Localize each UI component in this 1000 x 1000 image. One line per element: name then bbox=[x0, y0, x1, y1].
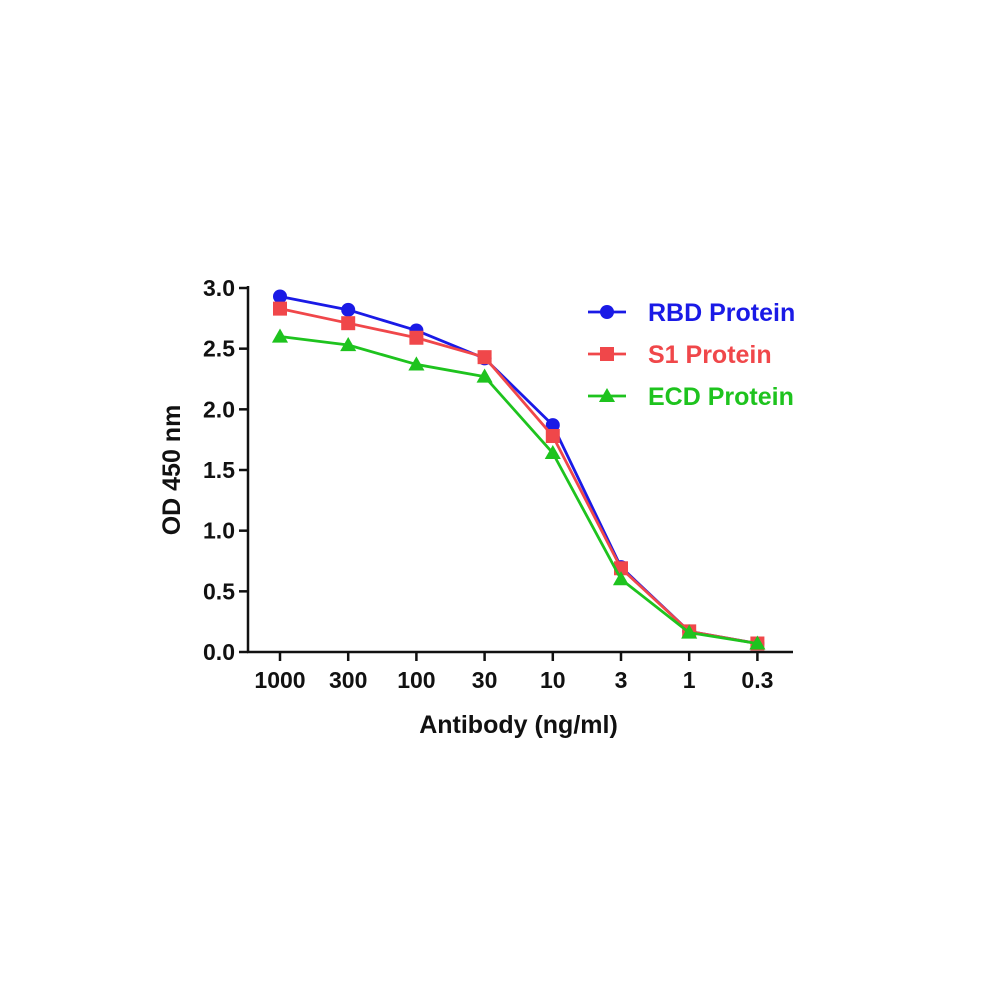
y-axis-title: OD 450 nm bbox=[158, 405, 186, 536]
x-tick-label: 0.3 bbox=[741, 667, 773, 693]
legend-marker bbox=[600, 347, 614, 361]
data-point bbox=[545, 429, 560, 444]
y-tick-label: 2.5 bbox=[203, 336, 235, 362]
legend: RBD Protein S1 Protein ECD Protein bbox=[588, 299, 795, 411]
data-point bbox=[341, 316, 356, 331]
legend-label: S1 Protein bbox=[648, 341, 772, 369]
legend-item: RBD Protein bbox=[588, 299, 795, 327]
series-ecd-protein bbox=[271, 328, 766, 650]
data-point bbox=[681, 624, 698, 639]
data-point bbox=[544, 444, 561, 460]
y-tick-label: 1.5 bbox=[203, 457, 235, 483]
y-tick-label: 1.0 bbox=[203, 518, 235, 544]
data-point bbox=[749, 635, 766, 650]
y-ticks: 0.0 0.5 1.0 1.5 2.0 2.5 3.0 bbox=[203, 275, 248, 665]
series-s1-protein bbox=[273, 301, 765, 651]
legend-item: S1 Protein bbox=[588, 341, 772, 369]
x-tick-label: 300 bbox=[329, 667, 367, 693]
x-axis-title: Antibody (ng/ml) bbox=[419, 711, 618, 739]
data-point bbox=[340, 336, 357, 352]
y-tick-label: 2.0 bbox=[203, 396, 235, 422]
y-tick-label: 0.0 bbox=[203, 639, 235, 665]
data-point bbox=[612, 571, 630, 586]
x-ticks: 1000 300 100 30 10 3 1 0.3 bbox=[254, 652, 773, 693]
series-layer bbox=[271, 289, 766, 651]
series-line bbox=[279, 307, 758, 645]
data-point bbox=[476, 368, 493, 383]
data-point bbox=[477, 350, 492, 365]
legend-label: RBD Protein bbox=[648, 299, 795, 327]
legend-marker bbox=[598, 387, 616, 403]
series-line bbox=[279, 335, 758, 645]
x-tick-label: 10 bbox=[540, 667, 566, 693]
legend-label: ECD Protein bbox=[648, 383, 794, 411]
data-point bbox=[273, 301, 287, 316]
data-point bbox=[409, 330, 424, 345]
x-tick-label: 100 bbox=[397, 667, 435, 693]
data-point bbox=[341, 302, 356, 317]
y-tick-label: 0.5 bbox=[203, 578, 235, 604]
legend-item: ECD Protein bbox=[588, 383, 794, 411]
data-point bbox=[271, 328, 289, 343]
data-point bbox=[545, 418, 560, 433]
y-tick-label: 3.0 bbox=[203, 275, 235, 301]
x-tick-label: 3 bbox=[615, 667, 628, 693]
x-tick-label: 30 bbox=[472, 667, 498, 693]
data-point bbox=[273, 289, 287, 304]
x-tick-label: 1 bbox=[683, 667, 696, 693]
legend-marker bbox=[600, 305, 614, 319]
data-point bbox=[408, 356, 425, 371]
x-tick-label: 1000 bbox=[254, 667, 305, 693]
